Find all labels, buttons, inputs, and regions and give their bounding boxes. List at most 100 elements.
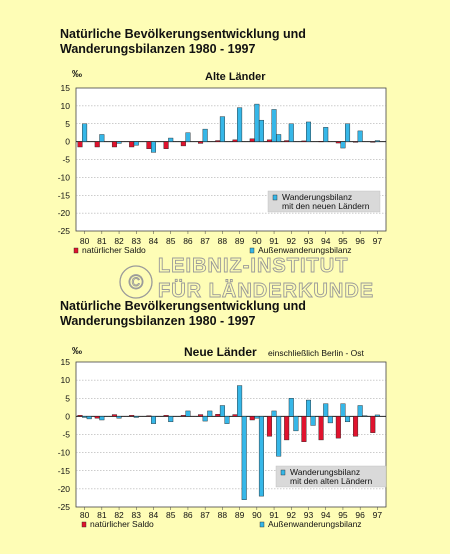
unit-label: ‰ <box>72 346 82 357</box>
bar-aussenwanderung <box>99 416 105 421</box>
chart-title-line: Wanderungsbilanzen 1980 - 1997 <box>60 42 255 56</box>
x-tick-label: 86 <box>183 510 193 520</box>
bar-binnenwanderung <box>310 416 316 426</box>
bar-aussenwanderung <box>254 103 260 142</box>
bar-aussenwanderung <box>237 107 243 142</box>
x-tick-label: 93 <box>304 510 314 520</box>
y-tick-label: -25 <box>58 502 71 512</box>
y-tick-label: -20 <box>58 208 71 218</box>
bar-aussenwanderung <box>288 398 294 417</box>
bar-aussenwanderung <box>271 410 277 417</box>
annotation-box <box>275 465 387 488</box>
x-tick-label: 88 <box>218 510 228 520</box>
x-tick-label: 84 <box>149 236 159 246</box>
x-tick-label: 82 <box>114 236 124 246</box>
bar-binnenwanderung <box>224 416 230 424</box>
bar-binnenwanderung <box>327 416 333 424</box>
bar-aussenwanderung <box>133 416 139 418</box>
bar-natural-saldo <box>249 138 255 142</box>
legend-label: natürlicher Saldo <box>90 519 154 529</box>
unit-label: ‰ <box>72 69 82 80</box>
bar-natural-saldo <box>129 415 135 417</box>
chart-title-line: Natürliche Bevölkerungsentwicklung und <box>60 27 306 41</box>
y-tick-label: -15 <box>58 190 71 200</box>
bar-natural-saldo <box>318 141 324 143</box>
bar-aussenwanderung <box>357 130 363 142</box>
bar-binnenwanderung <box>258 416 264 497</box>
chart-title-line: Natürliche Bevölkerungsentwicklung und <box>60 299 306 313</box>
bar-natural-saldo <box>284 140 290 142</box>
x-tick-label: 92 <box>287 236 297 246</box>
chart-1: Natürliche Bevölkerungsentwicklung undWa… <box>58 27 387 255</box>
legend-marker <box>73 247 79 254</box>
bar-natural-saldo <box>266 139 272 142</box>
bar-natural-saldo <box>370 416 376 433</box>
bar-aussenwanderung <box>202 416 208 422</box>
x-tick-label: 94 <box>321 510 331 520</box>
bar-binnenwanderung <box>86 416 92 420</box>
y-tick-label: 0 <box>65 411 70 421</box>
legend-marker <box>249 247 255 254</box>
bar-aussenwanderung <box>219 116 225 142</box>
chart-2: Natürliche Bevölkerungsentwicklung undWa… <box>58 299 387 529</box>
bar-natural-saldo <box>77 415 83 417</box>
bar-aussenwanderung <box>150 416 156 424</box>
x-tick-label: 97 <box>373 510 383 520</box>
annotation-marker <box>280 469 286 476</box>
x-tick-label: 80 <box>80 236 90 246</box>
bar-aussenwanderung <box>323 127 329 142</box>
y-tick-label: 15 <box>61 83 71 93</box>
bar-natural-saldo <box>180 415 186 417</box>
bar-natural-saldo <box>215 414 221 417</box>
bar-aussenwanderung <box>202 128 208 142</box>
bar-natural-saldo <box>198 141 204 144</box>
x-tick-label: 95 <box>338 510 348 520</box>
x-tick-label: 84 <box>149 510 159 520</box>
x-tick-label: 91 <box>269 510 279 520</box>
bar-natural-saldo <box>266 416 272 437</box>
watermark-line1: LEIBNIZ-INSTITUT <box>158 255 348 277</box>
bar-binnenwanderung <box>258 119 264 142</box>
x-tick-label: 89 <box>235 510 245 520</box>
x-tick-label: 96 <box>355 510 365 520</box>
bar-aussenwanderung <box>374 140 380 142</box>
y-tick-label: -20 <box>58 484 71 494</box>
y-tick-label: 5 <box>65 119 70 129</box>
bar-natural-saldo <box>146 415 152 417</box>
x-tick-label: 93 <box>304 236 314 246</box>
bar-aussenwanderung <box>374 414 380 417</box>
bar-aussenwanderung <box>168 416 174 423</box>
x-tick-label: 87 <box>200 510 210 520</box>
bar-binnenwanderung <box>207 410 213 417</box>
bar-natural-saldo <box>284 416 290 441</box>
bar-aussenwanderung <box>219 405 225 417</box>
bar-natural-saldo <box>353 141 359 143</box>
bar-natural-saldo <box>301 416 307 442</box>
y-tick-label: 10 <box>61 375 71 385</box>
annotation-text: Wanderungsbilanz <box>282 192 352 202</box>
x-tick-label: 82 <box>114 510 124 520</box>
bar-aussenwanderung <box>133 141 139 146</box>
bar-natural-saldo <box>77 141 83 148</box>
annotation-marker <box>272 194 278 201</box>
bar-natural-saldo <box>146 141 152 149</box>
bar-aussenwanderung <box>82 416 88 418</box>
bar-binnenwanderung <box>345 123 351 142</box>
y-tick-label: 15 <box>61 357 71 367</box>
y-tick-label: 10 <box>61 101 71 111</box>
x-tick-label: 86 <box>183 236 193 246</box>
annotation-box <box>267 190 381 213</box>
bar-natural-saldo <box>335 141 341 144</box>
chart-title-line: Wanderungsbilanzen 1980 - 1997 <box>60 314 255 328</box>
x-tick-label: 83 <box>132 236 142 246</box>
x-tick-label: 96 <box>355 236 365 246</box>
bar-natural-saldo <box>215 140 221 142</box>
bar-natural-saldo <box>111 141 117 148</box>
bar-natural-saldo <box>335 416 341 439</box>
annotation-text: Wanderungsbilanz <box>290 467 360 477</box>
x-tick-label: 81 <box>97 236 107 246</box>
bar-binnenwanderung <box>241 416 247 500</box>
